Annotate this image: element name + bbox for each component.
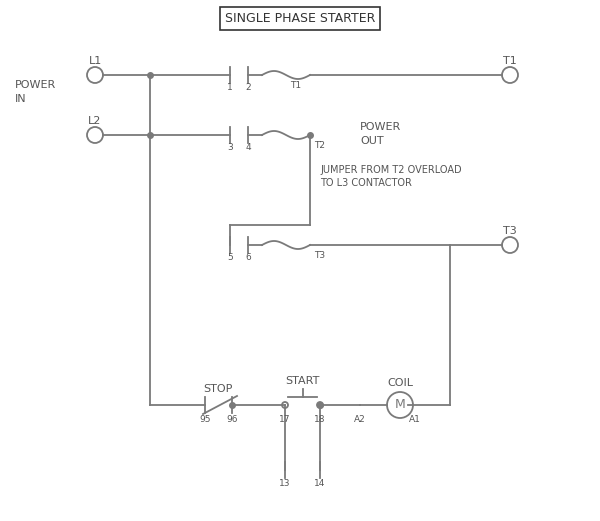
Text: STOP: STOP <box>203 384 233 394</box>
Text: 13: 13 <box>279 479 291 489</box>
Text: START: START <box>285 376 319 386</box>
Text: JUMPER FROM T2 OVERLOAD: JUMPER FROM T2 OVERLOAD <box>320 165 461 175</box>
Text: IN: IN <box>15 94 26 104</box>
Text: 18: 18 <box>314 415 326 424</box>
Text: 5: 5 <box>227 253 233 262</box>
Text: COIL: COIL <box>387 378 413 388</box>
Text: 17: 17 <box>279 415 291 424</box>
Text: T3: T3 <box>314 252 325 260</box>
Text: TO L3 CONTACTOR: TO L3 CONTACTOR <box>320 178 412 188</box>
Text: POWER: POWER <box>360 122 401 132</box>
Text: 96: 96 <box>226 415 238 424</box>
Text: L2: L2 <box>88 116 101 126</box>
Text: OUT: OUT <box>360 136 383 146</box>
Text: 14: 14 <box>314 479 326 489</box>
Text: 6: 6 <box>245 253 251 262</box>
Text: T1: T1 <box>290 81 302 91</box>
Text: 1: 1 <box>227 82 233 92</box>
Text: 3: 3 <box>227 143 233 152</box>
Text: 95: 95 <box>199 415 211 424</box>
Text: 4: 4 <box>245 143 251 152</box>
Text: T2: T2 <box>314 142 325 151</box>
Text: SINGLE PHASE STARTER: SINGLE PHASE STARTER <box>225 11 375 24</box>
Text: M: M <box>395 399 406 412</box>
Text: POWER: POWER <box>15 80 56 90</box>
Text: L1: L1 <box>88 56 101 66</box>
Text: T3: T3 <box>503 226 517 236</box>
Text: A2: A2 <box>354 415 366 424</box>
Text: A1: A1 <box>409 415 421 424</box>
Text: 2: 2 <box>245 82 251 92</box>
Text: T1: T1 <box>503 56 517 66</box>
